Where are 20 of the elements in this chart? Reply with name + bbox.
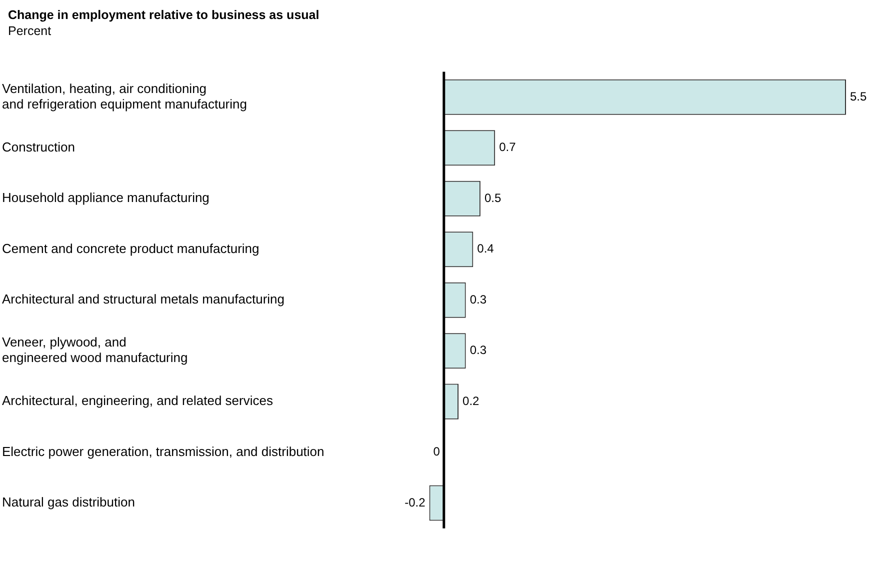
data-label: -0.2	[404, 495, 426, 510]
text: Percent	[8, 24, 52, 38]
data-label: 0.7	[499, 140, 516, 154]
y-tick-label: Natural gas distribution	[2, 494, 135, 510]
y-tick-label: Veneer, plywood, and engineered wood manufacturing	[2, 334, 188, 366]
y-tick-label: Electric power generation, transmission, and distribution	[2, 444, 324, 459]
y-tick-label: Construction	[2, 139, 75, 154]
data-label: 0.3	[470, 292, 487, 306]
data-label: 0.2	[462, 394, 480, 408]
data-label: 0	[433, 444, 440, 459]
y-tick-label: Architectural and structural metals manufacturing	[2, 292, 285, 307]
data-label: 0.5	[484, 190, 502, 205]
y-tick-label: Ventilation, heating, air conditioning and refrigeration equipment manufacturing	[2, 80, 247, 112]
data-label: 0.4	[477, 242, 494, 256]
y-tick-label: Cement and concrete product manufacturing	[2, 240, 260, 256]
text: Change in employment relative to business as usual	[8, 8, 320, 22]
y-tick-label: Household appliance manufacturing	[2, 190, 210, 206]
y-tick-label: Architectural, engineering, and related services	[2, 393, 274, 408]
data-label: 0.3	[470, 343, 487, 358]
data-label: 5.5	[850, 89, 868, 104]
